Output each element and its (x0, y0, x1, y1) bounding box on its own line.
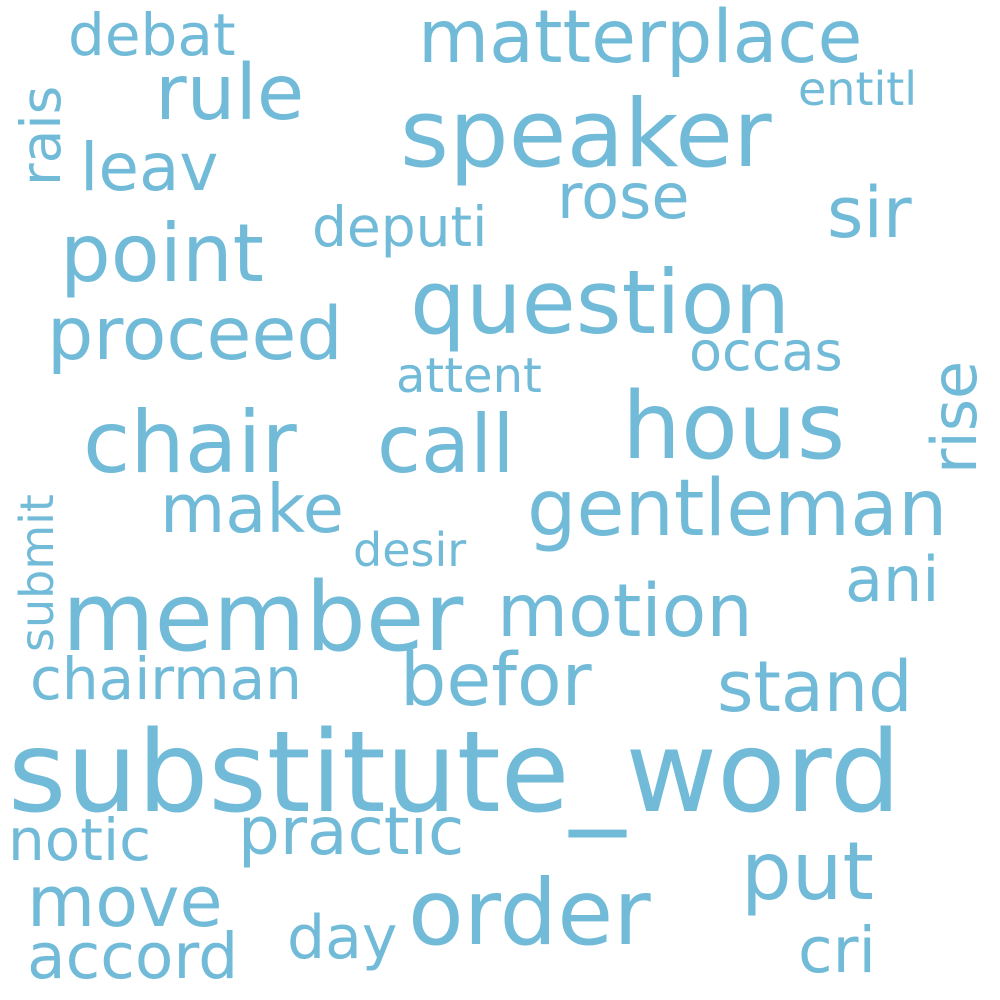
word-chair: chair (83, 393, 297, 493)
word-stand: stand (717, 646, 913, 728)
word-notic: notic (8, 806, 151, 874)
word-submit: submit (10, 494, 64, 652)
word-matterplace: matterplace (418, 0, 863, 80)
word-gentleman: gentleman (527, 464, 948, 554)
word-hous: hous (622, 372, 846, 480)
word-cri: cri (798, 914, 877, 987)
word-befor: befor (400, 638, 592, 723)
word-accord: accord (27, 920, 239, 993)
word-make: make (160, 470, 344, 548)
word-proceed: proceed (47, 292, 343, 377)
word-leav: leav (80, 129, 219, 206)
word-practic: practic (238, 793, 465, 870)
word-substitute-word: substitute_word (8, 708, 901, 838)
word-attent: attent (396, 348, 542, 404)
word-put: put (741, 825, 874, 918)
word-point: point (60, 207, 265, 300)
word-day: day (287, 903, 398, 973)
word-motion: motion (497, 569, 753, 654)
word-rais: rais (9, 85, 73, 186)
word-sir: sir (827, 172, 912, 254)
word-occas: occas (689, 320, 843, 383)
word-desir: desir (353, 523, 467, 577)
word-entitl: entitl (798, 62, 918, 116)
word-debat: debat (68, 1, 236, 69)
word-rise: rise (918, 360, 991, 474)
word-order: order (408, 861, 651, 966)
word-speaker: speaker (400, 80, 772, 189)
word-ani: ani (845, 543, 940, 616)
word-call: call (377, 398, 515, 491)
word-chairman: chairman (30, 645, 302, 713)
word-rule: rule (155, 49, 305, 138)
word-question: question (410, 251, 791, 354)
word-member: member (62, 563, 464, 673)
word-rose: rose (557, 160, 690, 233)
word-deputi: deputi (312, 195, 488, 259)
word-move: move (27, 861, 223, 943)
